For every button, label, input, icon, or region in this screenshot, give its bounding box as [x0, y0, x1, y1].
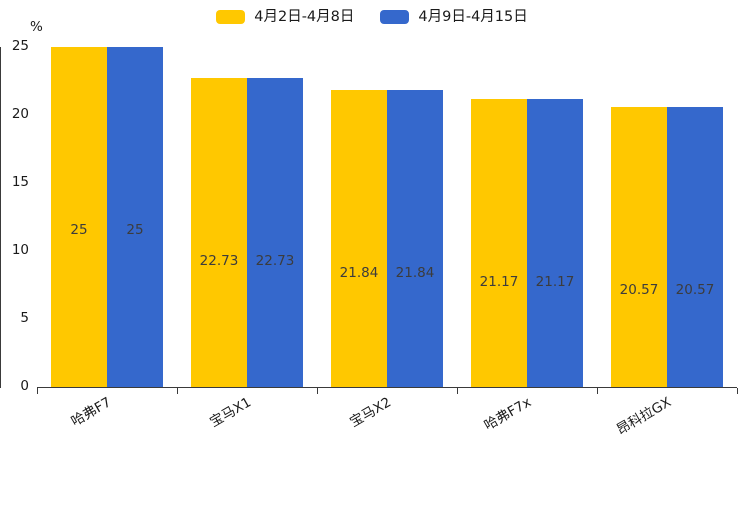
legend-label-series-1: 4月2日-4月8日: [254, 8, 355, 25]
bar-1-1[interactable]: 25: [51, 47, 107, 387]
y-axis-unit-label: %: [30, 19, 43, 35]
bar-value-label: 21.84: [395, 264, 435, 281]
x-axis-tick: [597, 388, 598, 394]
x-axis-tick: [457, 388, 458, 394]
bar-2-5[interactable]: 20.57: [667, 107, 723, 387]
y-axis-tick-label: 10: [11, 242, 29, 258]
bar-value-label: 21.84: [339, 264, 379, 281]
bar-1-4[interactable]: 21.17: [471, 99, 527, 387]
y-axis-tick-label: 5: [20, 310, 29, 326]
bar-value-label: 20.57: [675, 282, 715, 299]
bar-value-label: 21.17: [479, 274, 519, 291]
legend-label-series-2: 4月9日-4月15日: [418, 8, 528, 25]
x-axis-tick: [317, 388, 318, 394]
y-axis-tick-label: 25: [11, 38, 29, 54]
bar-2-1[interactable]: 25: [107, 47, 163, 387]
y-axis-tick-label: 0: [20, 378, 29, 394]
x-axis-tick: [177, 388, 178, 394]
bar-2-4[interactable]: 21.17: [527, 99, 583, 387]
bar-value-label: 25: [126, 222, 144, 238]
bar-value-label: 20.57: [619, 282, 659, 299]
x-axis-tick: [37, 388, 38, 394]
bar-value-label: 22.73: [255, 252, 295, 269]
legend-item-series-1[interactable]: 4月2日-4月8日: [216, 10, 354, 25]
bar-value-label: 21.17: [535, 274, 575, 291]
bar-value-label: 25: [70, 222, 88, 238]
bar-1-5[interactable]: 20.57: [611, 107, 667, 387]
legend-swatch-icon-series-2: [380, 10, 410, 24]
bar-2-2[interactable]: 22.73: [247, 77, 303, 387]
bar-chart: 4月2日-4月8日 4月9日-4月15日 % 0 5 10 15 20 25 25 25 22…: [0, 4, 744, 439]
bar-value-label: 22.73: [199, 252, 239, 269]
legend-swatch-icon-series-1: [216, 10, 246, 24]
bar-2-3[interactable]: 21.84: [387, 89, 443, 387]
legend-item-series-2[interactable]: 4月9日-4月15日: [380, 8, 528, 25]
bar-1-2[interactable]: 22.73: [191, 77, 247, 387]
y-axis-tick-label: 20: [11, 106, 29, 122]
y-axis-line: [0, 47, 1, 388]
chart-legend: 4月2日-4月8日 4月9日-4月15日: [0, 4, 744, 30]
x-axis-tick: [737, 388, 738, 394]
plot-area: 25 25 22.73 22.73 21.84 21.84 21.17 21.17 20.57 2…: [37, 47, 737, 387]
x-axis-line: [37, 387, 737, 388]
y-axis-tick-label: 15: [11, 174, 29, 190]
bar-1-3[interactable]: 21.84: [331, 89, 387, 387]
